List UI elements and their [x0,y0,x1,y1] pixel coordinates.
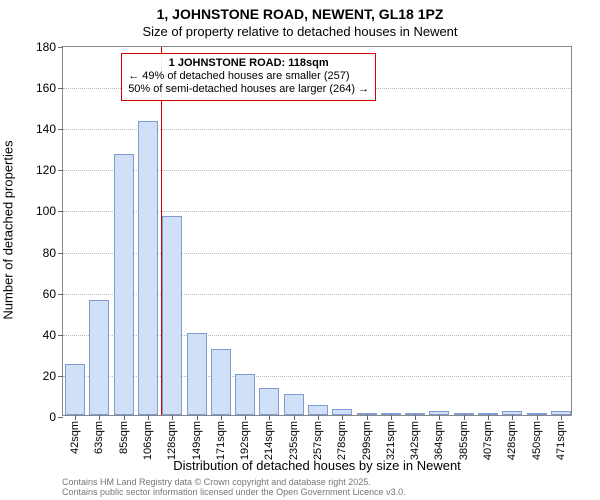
footer-line-2: Contains public sector information licen… [62,488,406,498]
x-tick-label: 342sqm [409,421,421,460]
y-tick-label: 120 [18,163,56,177]
y-tick-label: 160 [18,81,56,95]
x-tick-label: 214sqm [263,421,275,460]
x-tick-mark [537,415,538,420]
y-tick-mark [58,294,63,295]
y-tick-label: 180 [18,40,56,54]
histogram-bar [89,300,109,415]
x-tick-mark [269,415,270,420]
x-tick-label: 428sqm [506,421,518,460]
x-tick-label: 257sqm [312,421,324,460]
x-tick-label: 364sqm [433,421,445,460]
x-tick-mark [99,415,100,420]
callout-smaller: ← 49% of detached houses are smaller (25… [128,70,369,83]
y-tick-label: 80 [18,246,56,260]
x-tick-label: 299sqm [361,421,373,460]
histogram-bar [65,364,85,415]
y-tick-mark [58,376,63,377]
x-tick-label: 106sqm [142,421,154,460]
histogram-bar [308,405,328,415]
x-tick-mark [148,415,149,420]
x-tick-mark [245,415,246,420]
x-tick-label: 471sqm [555,421,567,460]
histogram-bar [162,216,182,415]
x-tick-label: 128sqm [166,421,178,460]
x-tick-mark [342,415,343,420]
x-tick-mark [464,415,465,420]
y-tick-mark [58,253,63,254]
y-tick-label: 60 [18,287,56,301]
x-tick-label: 63sqm [93,421,105,454]
chart-container: 1, JOHNSTONE ROAD, NEWENT, GL18 1PZ Size… [0,0,600,500]
y-tick-mark [58,170,63,171]
y-tick-label: 0 [18,410,56,424]
callout-larger: 50% of semi-detached houses are larger (… [128,83,369,96]
y-tick-mark [58,88,63,89]
x-tick-mark [172,415,173,420]
x-tick-mark [221,415,222,420]
x-tick-mark [439,415,440,420]
x-tick-label: 149sqm [191,421,203,460]
histogram-bar [138,121,158,415]
marker-callout: 1 JOHNSTONE ROAD: 118sqm← 49% of detache… [121,53,376,101]
x-tick-label: 171sqm [215,421,227,460]
x-tick-label: 385sqm [458,421,470,460]
y-tick-mark [58,211,63,212]
plot-area: 02040608010012014016018042sqm63sqm85sqm1… [62,46,572,416]
x-axis-label: Distribution of detached houses by size … [62,458,572,473]
x-tick-mark [124,415,125,420]
x-tick-mark [294,415,295,420]
x-tick-label: 192sqm [239,421,251,460]
x-tick-mark [391,415,392,420]
histogram-bar [284,394,304,415]
chart-title-address: 1, JOHNSTONE ROAD, NEWENT, GL18 1PZ [0,6,600,22]
histogram-bar [187,333,207,415]
x-tick-mark [197,415,198,420]
y-tick-mark [58,129,63,130]
y-tick-mark [58,47,63,48]
histogram-bar [211,349,231,415]
chart-subtitle: Size of property relative to detached ho… [0,24,600,39]
histogram-bar [114,154,134,415]
x-tick-label: 450sqm [531,421,543,460]
histogram-bar [235,374,255,415]
y-axis-label: Number of detached properties [1,140,16,319]
histogram-bar [259,388,279,415]
x-tick-mark [488,415,489,420]
marker-line [161,47,162,415]
x-tick-mark [512,415,513,420]
x-tick-mark [367,415,368,420]
attribution-footer: Contains HM Land Registry data © Crown c… [62,478,406,498]
x-tick-label: 85sqm [118,421,130,454]
x-tick-label: 407sqm [482,421,494,460]
y-tick-mark [58,417,63,418]
x-tick-mark [561,415,562,420]
y-tick-label: 40 [18,328,56,342]
x-tick-mark [318,415,319,420]
x-tick-mark [75,415,76,420]
y-tick-mark [58,335,63,336]
y-tick-label: 100 [18,204,56,218]
y-tick-label: 140 [18,122,56,136]
x-tick-label: 235sqm [288,421,300,460]
x-tick-label: 321sqm [385,421,397,460]
x-tick-mark [415,415,416,420]
callout-title: 1 JOHNSTONE ROAD: 118sqm [128,57,369,70]
x-tick-label: 42sqm [69,421,81,454]
y-tick-label: 20 [18,369,56,383]
x-tick-label: 278sqm [336,421,348,460]
